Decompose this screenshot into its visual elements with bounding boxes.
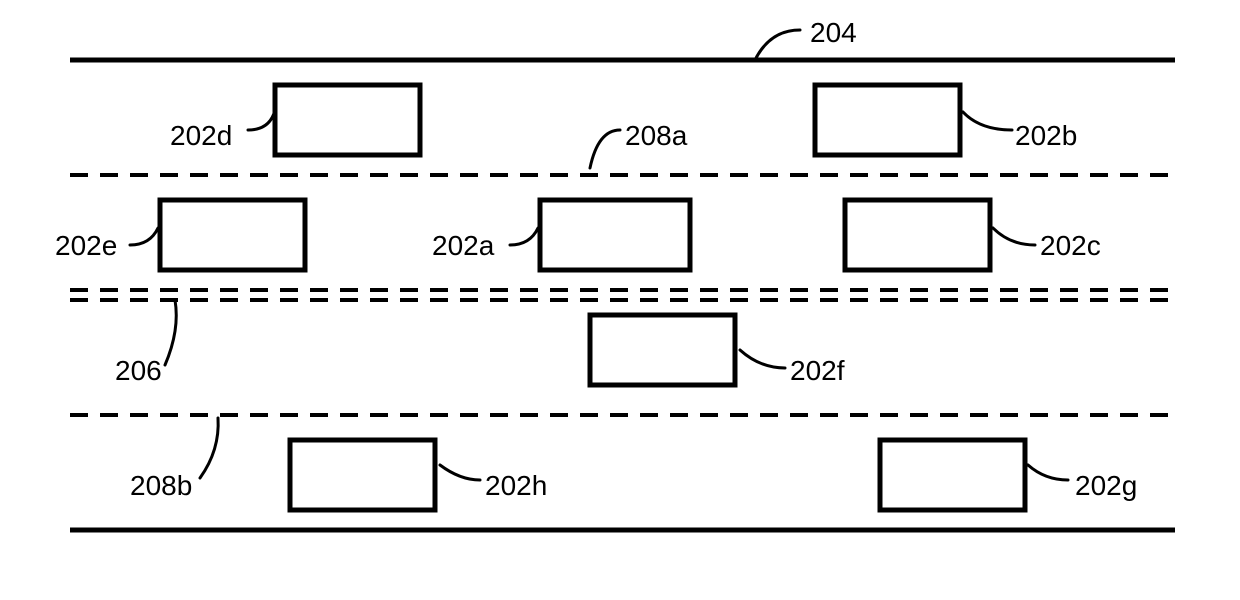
box-202d [275,85,420,155]
label-202b: 202b [1015,120,1077,151]
label-208b: 208b [130,470,192,501]
leader-208a [590,130,620,168]
box-202a [540,200,690,270]
box-202f [590,315,735,385]
leader-202g [1028,465,1068,480]
leader-202f [740,350,785,368]
leader-202d [248,110,275,130]
label-202a: 202a [432,230,495,261]
box-202e [160,200,305,270]
label-202d: 202d [170,120,232,151]
label-204: 204 [810,17,857,48]
box-202c [845,200,990,270]
leader-208b [200,418,218,478]
leader-202e [130,228,158,245]
vehicle-boxes [160,85,1025,510]
label-206: 206 [115,355,162,386]
leader-204 [755,30,800,60]
leader-202h [440,465,480,480]
label-202e: 202e [55,230,117,261]
label-202c: 202c [1040,230,1101,261]
leader-202c [993,228,1035,245]
label-202g: 202g [1075,470,1137,501]
leader-202b [963,112,1012,130]
label-202h: 202h [485,470,547,501]
box-202g [880,440,1025,510]
label-202f: 202f [790,355,845,386]
label-208a: 208a [625,120,688,151]
leader-202a [510,228,538,245]
lane-diagram: 204 206 202d 208a 202b 202e 202a 202c 202f 208b 20… [0,0,1240,600]
leader-206 [165,300,176,365]
box-202h [290,440,435,510]
box-202b [815,85,960,155]
